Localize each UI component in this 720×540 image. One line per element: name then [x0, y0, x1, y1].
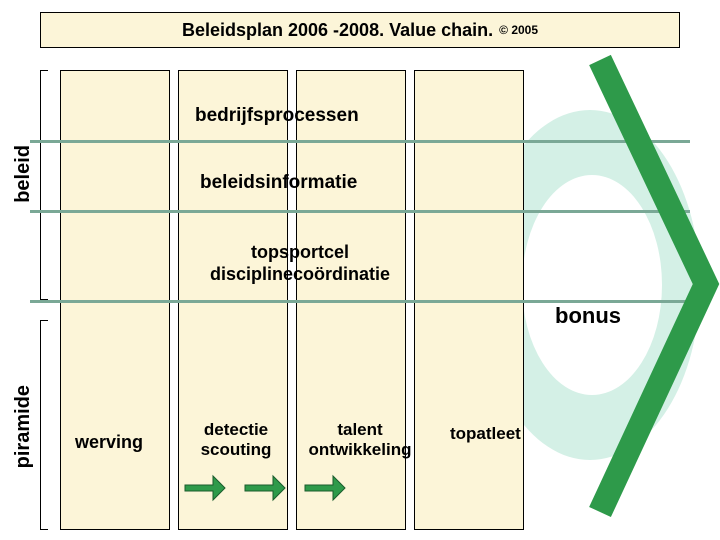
chevron-arrow [0, 0, 720, 540]
